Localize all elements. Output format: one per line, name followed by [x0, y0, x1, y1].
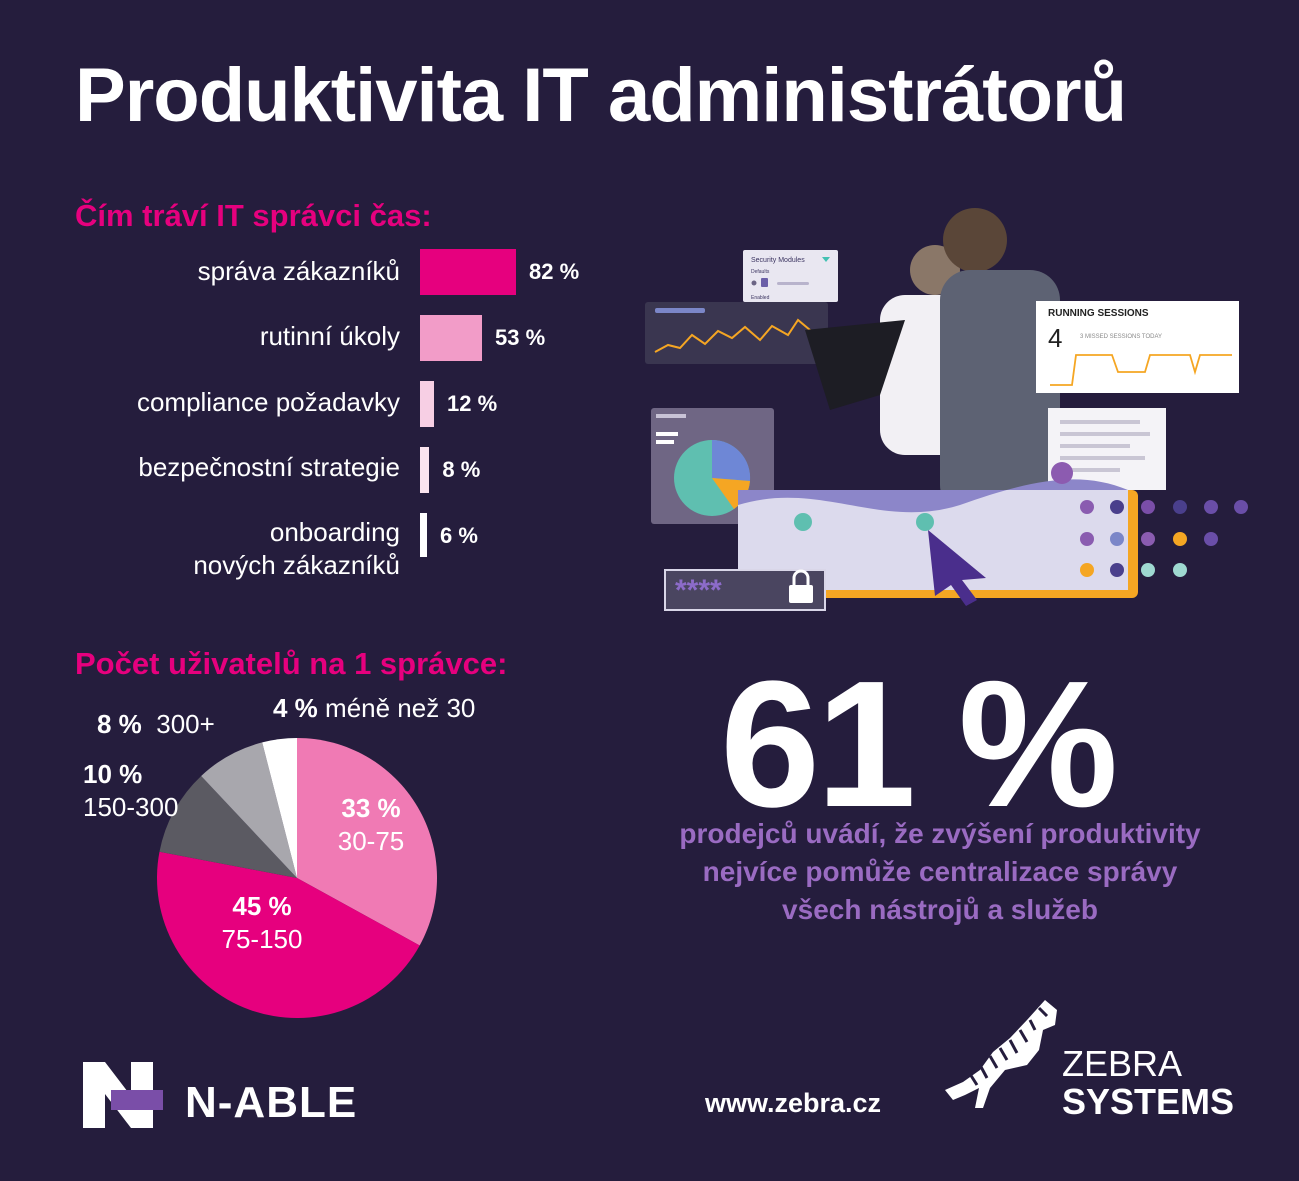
website-link[interactable]: www.zebra.cz [705, 1088, 882, 1118]
bar-value-label: 6 % [440, 523, 478, 548]
pie-category: 300+ [156, 709, 215, 739]
highlight-caption: prodejců uvádí, že zvýšení produktivity … [640, 815, 1240, 928]
pie-slice [262, 738, 297, 878]
bar-value-label: 53 % [495, 325, 546, 350]
bar-category-label: bezpečnostní strategie [138, 452, 400, 482]
nable-logo-text: N-ABLE [185, 1078, 358, 1127]
pie-category: 30-75 [337, 825, 405, 856]
nable-logo-icon [83, 1062, 163, 1128]
missed-sessions-label: 3 MISSED SESSIONS TODAY [1080, 334, 1162, 340]
dot-icon [751, 280, 757, 286]
zebra-logo-icon [945, 1000, 1057, 1108]
bar-category-label: onboarding nových zákazníků [193, 517, 400, 580]
bar-value-label: 12 % [447, 391, 498, 416]
bar [420, 381, 435, 427]
bar-value-label: 82 % [529, 259, 580, 284]
pie-label-150-300: 10 % 150-300 [83, 758, 178, 823]
pie-label-30-75: 33 % 30-75 [331, 792, 411, 857]
caption-line: nejvíce pomůže centralizace správy [702, 855, 1178, 887]
pie-label-300-plus: 8 % 300+ [97, 708, 215, 741]
pie-label-75-150: 45 % 75-150 [214, 890, 310, 955]
bar-chart-title: Čím tráví IT správci čas: [75, 198, 432, 233]
highlight-value: 61 % [720, 644, 1118, 845]
security-modules-label: Security Modules [751, 257, 805, 264]
pie-category: 150-300 [83, 791, 179, 822]
bar [420, 447, 430, 493]
caption-line: všech nástrojů a služeb [782, 893, 1098, 925]
page-title: Produktivita IT administrátorů [75, 53, 1127, 138]
pie-value: 4 % [273, 693, 318, 723]
defaults-label: Defaults [751, 269, 770, 275]
bar [420, 315, 483, 361]
zebra-logo-text: ZEBRA SYSTEMS [1062, 1045, 1234, 1121]
shield-icon [761, 278, 768, 287]
dropdown-icon [822, 257, 830, 262]
enabled-label: Enabled [751, 295, 770, 301]
pie-category: méně než 30 [325, 693, 476, 723]
running-sessions-label: RUNNING SESSIONS [1048, 308, 1149, 319]
caption-line: prodejců uvádí, že zvýšení produktivity [679, 818, 1201, 849]
sessions-count: 4 [1048, 323, 1062, 353]
zebra-word: ZEBRA [1062, 1043, 1183, 1084]
bar-category-label: compliance požadavky [136, 387, 400, 417]
bar [420, 513, 428, 557]
bar [420, 249, 516, 295]
lock-icon [789, 569, 813, 603]
pie-value: 45 % [232, 891, 292, 921]
pie-category: 75-150 [221, 923, 303, 954]
cursor-icon [928, 530, 986, 606]
pie-chart-title: Počet uživatelů na 1 správce: [75, 646, 508, 681]
bar-category-label: rutinní úkoly [259, 321, 400, 351]
pie-value: 33 % [341, 793, 401, 823]
pie-value: 10 % [83, 759, 143, 789]
bar-category-label: správa zákazníků [197, 256, 400, 286]
pie-value: 8 % [97, 709, 142, 739]
bar-value-label: 8 % [442, 457, 481, 482]
pie-slice [201, 742, 297, 878]
pie-label-less-30: 4 % méně než 30 [273, 692, 475, 725]
systems-word: SYSTEMS [1062, 1080, 1235, 1122]
password-mask: **** [675, 574, 722, 607]
pie-slice [159, 775, 297, 878]
